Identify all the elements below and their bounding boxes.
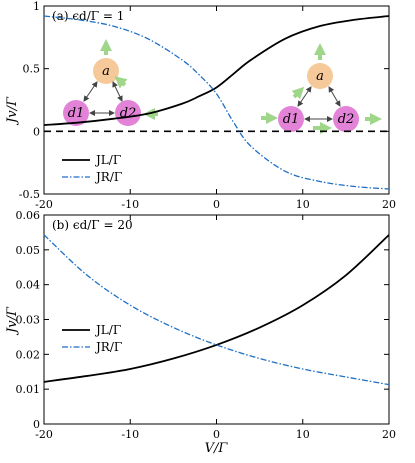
panel-a-title: (a) ϵd/Γ = 1 [52,9,124,23]
node-d2-left [115,100,141,126]
x-tick-label: 10 [296,198,310,211]
panel-b-legend: JL/Γ JR/Γ [62,323,122,354]
panel-b-title: (b) ϵd/Γ = 20 [52,218,133,232]
node-a-left-label: a [102,64,110,79]
node-a-right [307,63,333,89]
flow-arrow [114,76,128,89]
legend-label: JL/Γ [94,153,121,167]
x-tick-label: -10 [121,198,139,211]
x-tick-label: 20 [382,428,396,441]
panel-b-frame [43,214,390,425]
x-tick-label: 20 [382,198,396,211]
x-tick-label: -10 [121,428,139,441]
node-a-left [93,58,119,84]
panel-b: (b) ϵd/Γ = 20 Jv/Γ V/Γ JL/Γ JR/Γ -20 -10 0 1… [5,209,396,456]
node-d2-right [333,106,359,132]
coupling-arrow [83,81,98,102]
panel-b-ylabel: Jv/Γ [5,306,20,336]
y-tick-label: 0 [33,125,40,138]
y-tick-label: -0.5 [19,188,40,201]
node-d1-right-label: d1 [283,112,300,127]
node-d2-left-label: d2 [120,106,137,121]
legend-label: JR/Γ [94,170,122,184]
y-tick-label: 1 [33,0,40,13]
x-tick-label: -20 [35,428,53,441]
coupling-arrow [297,86,312,107]
coupling-arrow [328,86,341,107]
panel-a: (a) ϵd/Γ = 1 Jv/Γ a d1 d2 a d1 d2 JL/Γ JR/Γ -2… [5,0,396,211]
panel-a-legend: JL/Γ JR/Γ [62,153,122,184]
x-tick-label: 0 [213,428,220,441]
series-line-jr [43,15,390,190]
series-line-jl [43,234,390,383]
node-d2-right-label: d2 [338,112,355,127]
y-tick-label: 0.06 [16,209,41,222]
legend-label: JR/Γ [94,340,122,354]
series-line-jl [43,15,390,126]
y-tick-label: 0.03 [16,314,41,327]
node-d1-left [63,100,89,126]
flow-arrow [291,86,305,100]
panel-a-ylabel: Jv/Γ [5,96,20,126]
y-tick-label: 0.05 [16,244,41,257]
node-a-right-label: a [316,69,324,84]
y-tick-label: 0.01 [16,383,41,396]
y-tick-label: 0 [33,418,40,431]
panel-b-xlabel: V/Γ [205,441,229,456]
x-tick-label: -20 [35,198,53,211]
series-line-jr [43,234,390,386]
legend-label: JL/Γ [94,323,121,337]
y-tick-label: 0.5 [23,63,41,76]
node-d1-left-label: d1 [68,106,85,121]
y-tick-label: 0.04 [16,279,41,292]
x-tick-label: 0 [213,198,220,211]
y-tick-label: 0.02 [16,348,41,361]
coupling-arrow [112,81,123,102]
x-tick-label: 10 [296,428,310,441]
node-d1-right [278,106,304,132]
panel-a-inset-diagrams: a d1 d2 a d1 d2 [63,39,382,134]
